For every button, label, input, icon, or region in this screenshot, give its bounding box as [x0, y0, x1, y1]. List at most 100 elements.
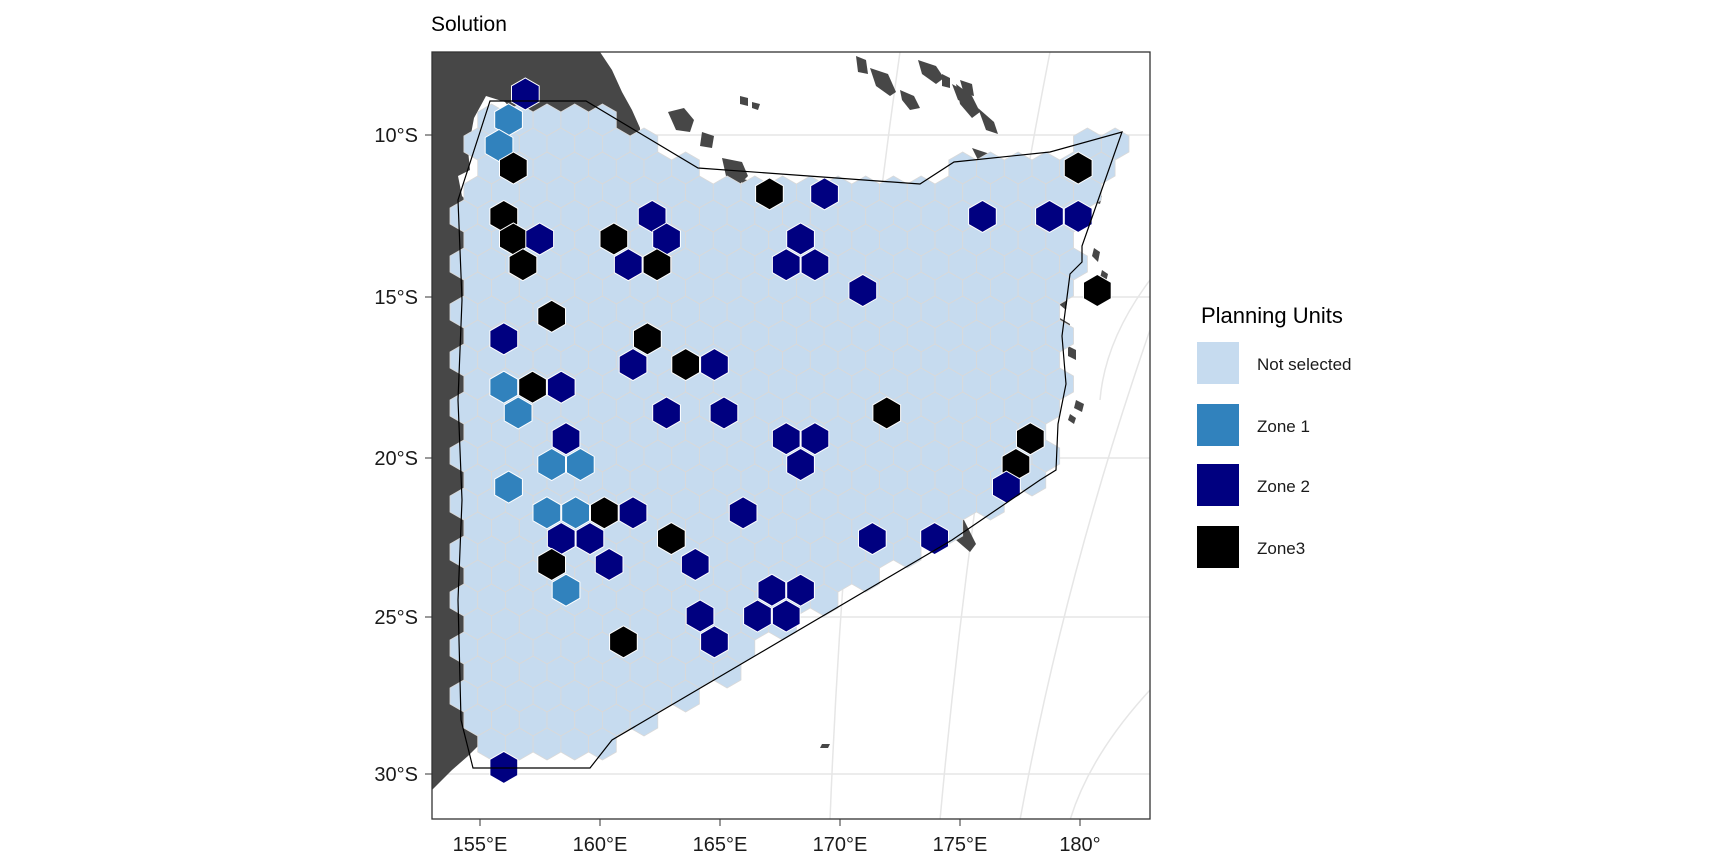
planning-unit-zone-2	[800, 422, 830, 456]
planning-unit-zone-2	[992, 470, 1021, 504]
y-tick-label: 15°S	[374, 287, 418, 309]
planning-unit-zone-2	[546, 370, 576, 404]
planning-unit-zone3	[1083, 273, 1112, 308]
planning-unit-zone-2	[771, 599, 801, 633]
island-7	[856, 56, 868, 74]
planning-unit-zone-1	[494, 470, 523, 504]
island-14	[956, 84, 980, 118]
x-tick-label: 180°	[1059, 834, 1100, 856]
planning-unit-zone3	[537, 547, 566, 581]
island-15	[978, 108, 998, 134]
island-2	[700, 132, 714, 148]
legend-key-zone-1	[1197, 404, 1239, 446]
graticule-meridian	[1099, 279, 1150, 401]
planning-unit-zone-2	[771, 422, 801, 456]
planning-unit-zone-2	[685, 599, 715, 633]
planning-unit-zone-1	[532, 496, 562, 530]
planning-unit	[671, 679, 700, 713]
planning-unit-zone-2	[757, 573, 787, 607]
x-axis: 155°E 160°E 165°E 170°E 175°E 180°	[453, 819, 1101, 856]
planning-unit-zone-2	[680, 547, 710, 581]
y-tick-label: 20°S	[374, 448, 418, 470]
planning-unit-zone-2	[786, 573, 815, 607]
island-9	[900, 90, 920, 110]
island-20	[1092, 248, 1100, 262]
planning-unit-zone3	[590, 496, 619, 530]
island-11	[942, 74, 950, 88]
planning-unit-zone-2	[618, 348, 648, 382]
study-area-boundary	[457, 100, 1123, 769]
island-6	[752, 102, 760, 110]
legend-label: Zone3	[1257, 539, 1305, 558]
planning-unit-zone-2	[771, 248, 801, 282]
planning-unit-zone-2	[652, 396, 681, 430]
map-panel	[432, 52, 1150, 819]
planning-unit-zone3	[755, 177, 784, 211]
planning-unit-zone-2	[700, 625, 729, 659]
y-tick-label: 25°S	[374, 607, 418, 629]
planning-unit-zone-2	[546, 522, 576, 556]
planning-unit	[629, 703, 659, 737]
planning-unit-zone3	[872, 396, 902, 430]
legend-key-zone-2	[1197, 464, 1239, 506]
planning-unit-zone-2	[786, 222, 815, 256]
planning-unit-zone-2	[800, 248, 830, 282]
x-tick-label: 175°E	[933, 834, 988, 856]
planning-unit-zone3	[508, 248, 538, 282]
planning-unit-zone-2	[700, 348, 729, 382]
planning-unit-zone3	[499, 151, 528, 185]
x-tick-label: 170°E	[813, 834, 868, 856]
planning-unit-zone3	[671, 348, 700, 382]
planning-unit-zone-1	[494, 103, 523, 137]
planning-unit-zone3	[537, 299, 566, 333]
planning-unit-zone-2	[848, 273, 878, 308]
planning-unit	[893, 535, 922, 569]
legend-label: Not selected	[1257, 355, 1352, 374]
panel-border	[431, 51, 1151, 820]
planning-unit-zone-2	[858, 522, 887, 556]
planning-unit-zone-2	[1035, 199, 1064, 233]
planning-unit-zone-2	[525, 222, 555, 256]
island-30	[820, 744, 830, 748]
x-tick-label: 165°E	[693, 834, 748, 856]
selected-planning-units	[484, 77, 1112, 784]
planning-unit-zone-1	[566, 447, 595, 482]
graticule-meridian	[1069, 689, 1150, 819]
planning-unit	[588, 727, 617, 761]
island-8	[870, 68, 896, 96]
planning-unit-zone-2	[1063, 199, 1093, 233]
island-25	[1074, 400, 1084, 412]
planning-unit-zone3	[1016, 422, 1045, 456]
island-26	[1068, 414, 1076, 424]
planning-unit-zone-2	[594, 547, 624, 581]
planning-unit-zone-2	[652, 222, 681, 256]
y-tick-label: 10°S	[374, 125, 418, 147]
planning-unit-zone-2	[613, 248, 643, 282]
planning-unit-zone3	[1063, 151, 1093, 185]
planning-unit-zone-2	[511, 77, 540, 111]
planning-unit-zone-2	[810, 177, 839, 211]
island-5	[740, 96, 748, 106]
planning-unit-zone-1	[561, 496, 590, 530]
planning-unit-zone-1	[537, 447, 566, 482]
legend-key-zone3	[1197, 526, 1239, 568]
planning-unit-zone-1	[503, 396, 533, 430]
planning-unit-zone3	[633, 322, 662, 356]
island-1	[668, 108, 694, 132]
planning-unit-zone-1	[551, 573, 581, 607]
planning-unit-zone3	[599, 222, 629, 256]
planning-unit-zone-2	[618, 496, 648, 530]
planning-unit-zone-2	[575, 522, 605, 556]
planning-unit-zone-2	[728, 496, 758, 530]
planning-unit-zone3	[609, 625, 638, 659]
planning-unit-zone-2	[743, 599, 772, 633]
planning-unit	[809, 583, 839, 617]
graticule-meridian	[1019, 329, 1150, 819]
planning-unit-zone-2	[786, 447, 815, 482]
legend-label: Zone 2	[1257, 477, 1310, 496]
y-axis: 10°S 15°S 20°S 25°S 30°S	[374, 125, 432, 786]
y-tick-label: 30°S	[374, 764, 418, 786]
x-tick-label: 160°E	[573, 834, 628, 856]
planning-unit-zone-2	[551, 422, 581, 456]
